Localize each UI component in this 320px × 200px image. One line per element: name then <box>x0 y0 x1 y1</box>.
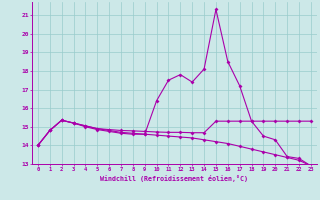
X-axis label: Windchill (Refroidissement éolien,°C): Windchill (Refroidissement éolien,°C) <box>100 175 248 182</box>
